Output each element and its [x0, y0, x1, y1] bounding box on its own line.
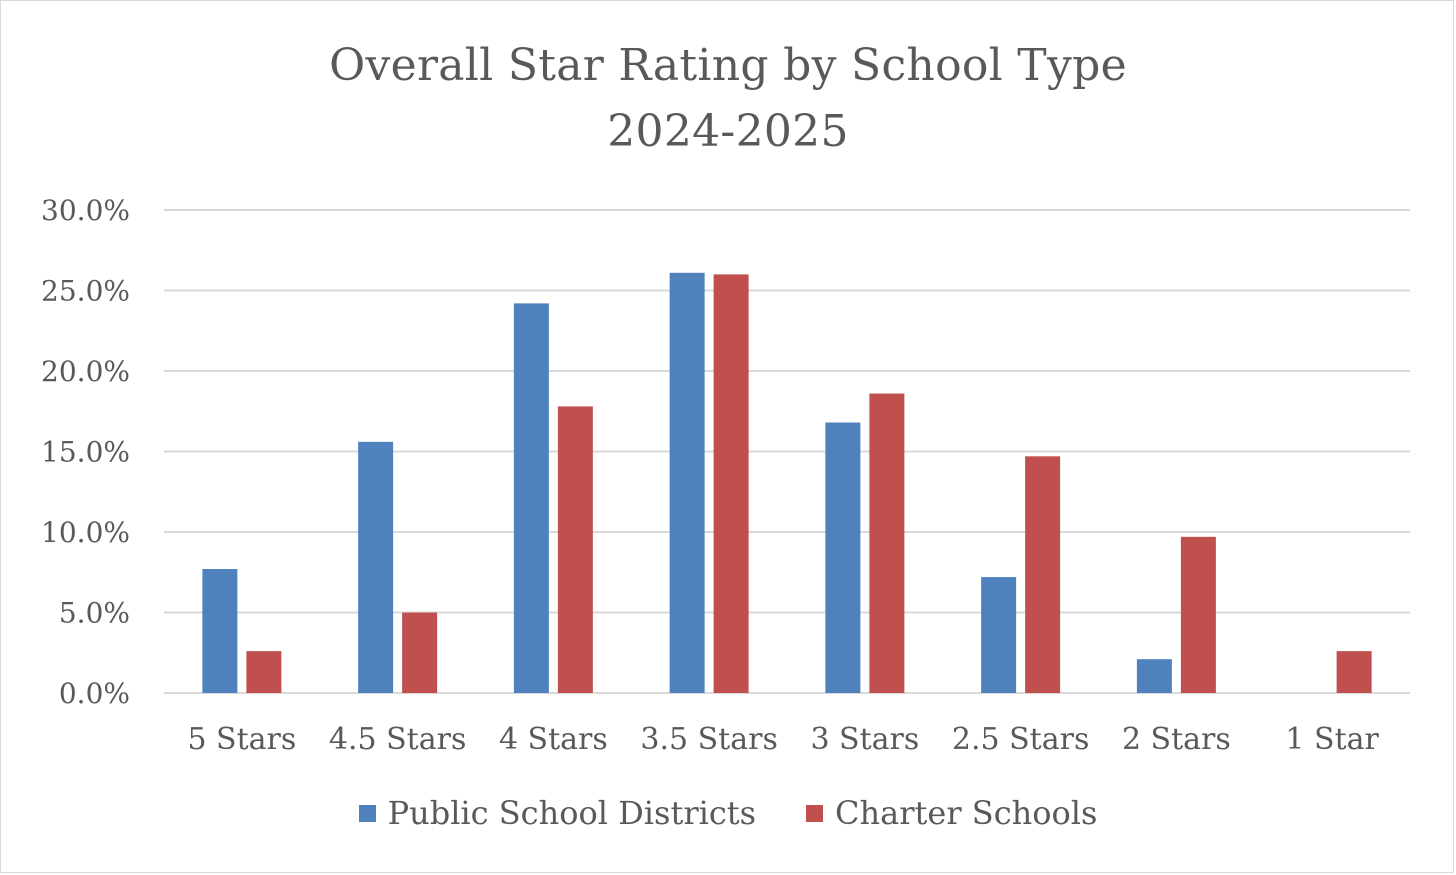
legend: Public School Districts Charter Schools: [0, 794, 1456, 832]
legend-label-public: Public School Districts: [387, 794, 757, 832]
y-tick-label: 0.0%: [59, 677, 130, 710]
x-tick-label: 3 Stars: [810, 722, 919, 757]
bar-charter: [869, 393, 905, 693]
bar-public: [669, 272, 705, 693]
bar-public: [202, 569, 238, 693]
bar-charter: [1025, 456, 1061, 693]
x-tick-label: 4.5 Stars: [329, 722, 466, 757]
chart-title: Overall Star Rating by School Type: [329, 40, 1127, 91]
bar-charter: [246, 651, 282, 693]
y-tick-label: 5.0%: [59, 597, 130, 630]
x-tick-label: 4 Stars: [499, 722, 608, 757]
bars: [202, 272, 1372, 693]
bar-public: [1136, 659, 1172, 693]
bar-public: [981, 577, 1017, 693]
y-tick-label: 15.0%: [41, 436, 130, 469]
legend-item-charter: Charter Schools: [806, 794, 1097, 832]
chart-subtitle: 2024-2025: [607, 106, 849, 157]
bar-charter: [713, 274, 749, 693]
x-tick-label: 2 Stars: [1122, 722, 1231, 757]
x-axis-labels: 5 Stars 4.5 Stars 4 Stars 3.5 Stars 3 Stars 2…: [187, 722, 1379, 757]
x-tick-label: 1 Star: [1285, 722, 1379, 757]
y-tick-label: 10.0%: [41, 516, 130, 549]
y-tick-label: 20.0%: [41, 355, 130, 388]
legend-item-public: Public School Districts: [358, 794, 757, 832]
legend-swatch-charter: [806, 804, 824, 822]
x-tick-label: 5 Stars: [187, 722, 296, 757]
bar-charter: [557, 406, 593, 693]
bar-charter: [1180, 536, 1216, 693]
bar-charter: [1336, 651, 1372, 693]
y-tick-label: 25.0%: [41, 275, 130, 308]
y-axis-ticks: 0.0% 5.0% 10.0% 15.0% 20.0% 25.0% 30.0%: [41, 194, 130, 710]
legend-swatch-public: [358, 804, 376, 822]
bar-public: [513, 303, 549, 693]
gridlines: [164, 209, 1410, 694]
legend-label-charter: Charter Schools: [835, 794, 1098, 832]
bar-public: [825, 422, 861, 693]
bar-charter: [402, 612, 438, 693]
y-tick-label: 30.0%: [41, 194, 130, 227]
x-tick-label: 3.5 Stars: [640, 722, 777, 757]
bar-public: [358, 441, 394, 693]
x-tick-label: 2.5 Stars: [952, 722, 1089, 757]
